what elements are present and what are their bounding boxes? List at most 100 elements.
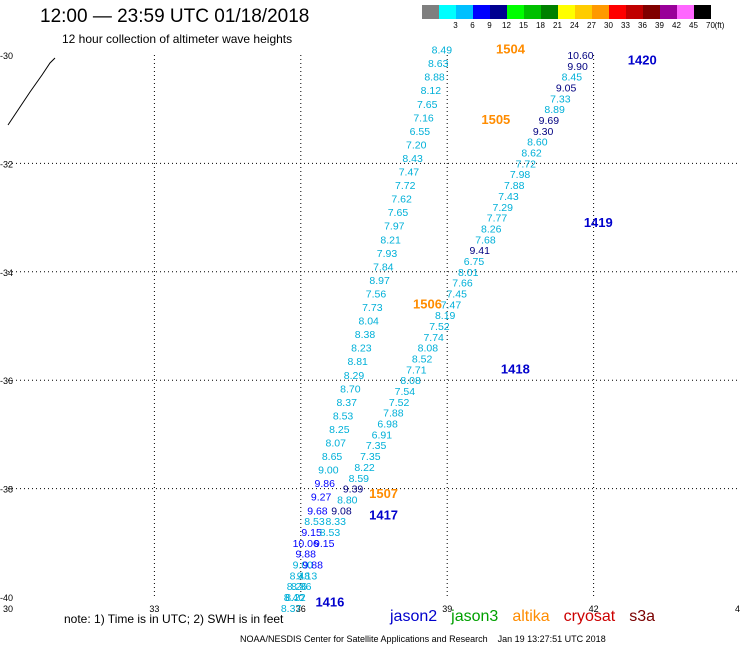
wave-height-value: 8.86 xyxy=(291,581,312,593)
pass-number-label: 1420 xyxy=(628,52,657,67)
pass-number-label: 1417 xyxy=(369,508,398,523)
wave-height-value: 7.65 xyxy=(388,207,409,219)
wave-height-value: 7.65 xyxy=(417,99,438,111)
wave-height-value: 7.88 xyxy=(504,180,525,192)
wave-height-value: 9.13 xyxy=(297,570,318,582)
wave-height-value: 9.90 xyxy=(567,61,588,73)
wave-height-value: 8.26 xyxy=(481,223,502,235)
wave-height-value: 7.84 xyxy=(373,261,394,273)
wave-height-value: 8.29 xyxy=(344,370,365,382)
longitude-label: 42 xyxy=(589,604,599,614)
wave-height-value: 6.98 xyxy=(377,419,398,431)
wave-height-value: 8.38 xyxy=(355,329,376,341)
wave-height-value: 7.98 xyxy=(510,169,531,181)
scale-swatch xyxy=(592,5,609,19)
scale-swatch xyxy=(456,5,473,19)
scale-label: 42 xyxy=(672,21,681,30)
scale-swatch xyxy=(422,5,439,19)
latitude-label: -30 xyxy=(0,51,13,61)
scale-swatch xyxy=(473,5,490,19)
scale-swatch xyxy=(609,5,626,19)
wave-height-value: 8.08 xyxy=(400,375,421,387)
pass-number-label: 1505 xyxy=(481,112,510,127)
latitude-label: -34 xyxy=(0,268,13,278)
scale-swatch xyxy=(694,5,711,19)
wave-height-value: 9.05 xyxy=(556,83,577,95)
wave-height-value: 9.68 xyxy=(307,505,328,517)
wave-height-value: 6.91 xyxy=(372,429,393,441)
wave-height-value: 9.41 xyxy=(470,245,491,257)
scale-label: 36 xyxy=(638,21,647,30)
wave-height-value: 9.00 xyxy=(318,465,339,477)
wave-height-value: 7.77 xyxy=(487,213,508,225)
latitude-label: -36 xyxy=(0,376,13,386)
satellite-legend: jason2 jason3 altika cryosat s3a xyxy=(390,608,669,626)
scale-label: 21 xyxy=(553,21,562,30)
wave-height-value: 8.52 xyxy=(412,354,433,366)
wave-height-value: 8.22 xyxy=(285,592,306,604)
wave-height-value: 7.74 xyxy=(423,332,444,344)
latitude-labels: -30 -32 -34 -36 -38 -40 xyxy=(0,51,13,603)
map-subtitle: 12 hour collection of altimeter wave hei… xyxy=(62,32,293,46)
wave-height-value: 8.81 xyxy=(347,356,368,368)
scale-swatch xyxy=(677,5,694,19)
pass-number-label: 1418 xyxy=(501,361,530,376)
wave-height-value: 8.37 xyxy=(336,397,357,409)
wave-height-value: 7.88 xyxy=(383,408,404,420)
scale-swatch xyxy=(558,5,575,19)
legend-jason3: jason3 xyxy=(451,608,499,625)
wave-height-value: 7.68 xyxy=(475,234,496,246)
pass-number-label: 1504 xyxy=(496,42,526,57)
wave-height-value: 7.16 xyxy=(413,112,434,124)
wave-height-value: 9.27 xyxy=(311,492,332,504)
longitude-label: 36 xyxy=(296,604,306,614)
wave-height-value: 7.54 xyxy=(395,386,416,398)
wave-height-value: 8.04 xyxy=(358,316,379,328)
wave-height-value: 8.48 xyxy=(290,570,311,582)
wave-height-value: 7.72 xyxy=(516,158,537,170)
legend-s3a: s3a xyxy=(629,608,656,625)
map-title: 12:00 — 23:59 UTC 01/18/2018 xyxy=(40,6,310,27)
scale-swatch xyxy=(626,5,643,19)
latitude-label: -40 xyxy=(0,593,13,603)
pass-number-label: 1416 xyxy=(315,594,344,609)
wave-height-value: 7.66 xyxy=(452,278,473,290)
wave-height-value: 9.88 xyxy=(303,559,324,571)
wave-height-value: 8.07 xyxy=(326,438,347,450)
wave-height-value: 10.60 xyxy=(567,50,593,62)
wave-height-value: 7.45 xyxy=(446,288,467,300)
pass-labels: 1504 1505 1506 1507 1420 1419 1418 1417 1416 xyxy=(315,42,656,610)
legend-jason2: jason2 xyxy=(390,608,438,625)
wave-height-value: 7.72 xyxy=(395,180,416,192)
wave-height-value: 8.21 xyxy=(380,234,401,246)
wave-height-value: 7.62 xyxy=(391,194,412,206)
wave-height-value: 9.15 xyxy=(314,538,335,550)
wave-height-value: 7.35 xyxy=(360,451,381,463)
scale-label: 70 xyxy=(706,21,715,30)
legend-altika: altika xyxy=(512,608,550,625)
wave-height-value: 9.39 xyxy=(343,484,364,496)
wave-height-value: 8.01 xyxy=(458,267,479,279)
wave-height-value: 10.06 xyxy=(293,538,319,550)
wave-height-value: 8.43 xyxy=(402,153,423,165)
wave-height-value: 8.33 xyxy=(326,516,347,528)
wave-height-value: 7.56 xyxy=(366,288,387,300)
wave-height-value: 8.12 xyxy=(421,85,442,97)
scale-swatch xyxy=(507,5,524,19)
scale-swatch xyxy=(524,5,541,19)
wave-height-value: 8.88 xyxy=(424,72,445,84)
wave-height-value: 7.43 xyxy=(498,191,519,203)
wave-height-value: 7.35 xyxy=(366,440,387,452)
wave-height-value: 7.71 xyxy=(406,364,427,376)
legend-cryosat: cryosat xyxy=(563,608,616,625)
wave-height-value: 8.63 xyxy=(428,58,449,70)
wave-height-value: 9.08 xyxy=(331,505,352,517)
altimeter-tracks: 8.498.638.888.127.657.166.557.208.437.47… xyxy=(281,45,594,615)
scale-label: 39 xyxy=(655,21,664,30)
pass-number-label: 1506 xyxy=(413,296,442,311)
longitude-label: 39 xyxy=(442,604,452,614)
wave-height-value: 9.15 xyxy=(301,527,322,539)
wave-height-value: 9.30 xyxy=(533,126,554,138)
scale-label: 30 xyxy=(604,21,613,30)
longitude-label: 45 xyxy=(735,604,740,614)
